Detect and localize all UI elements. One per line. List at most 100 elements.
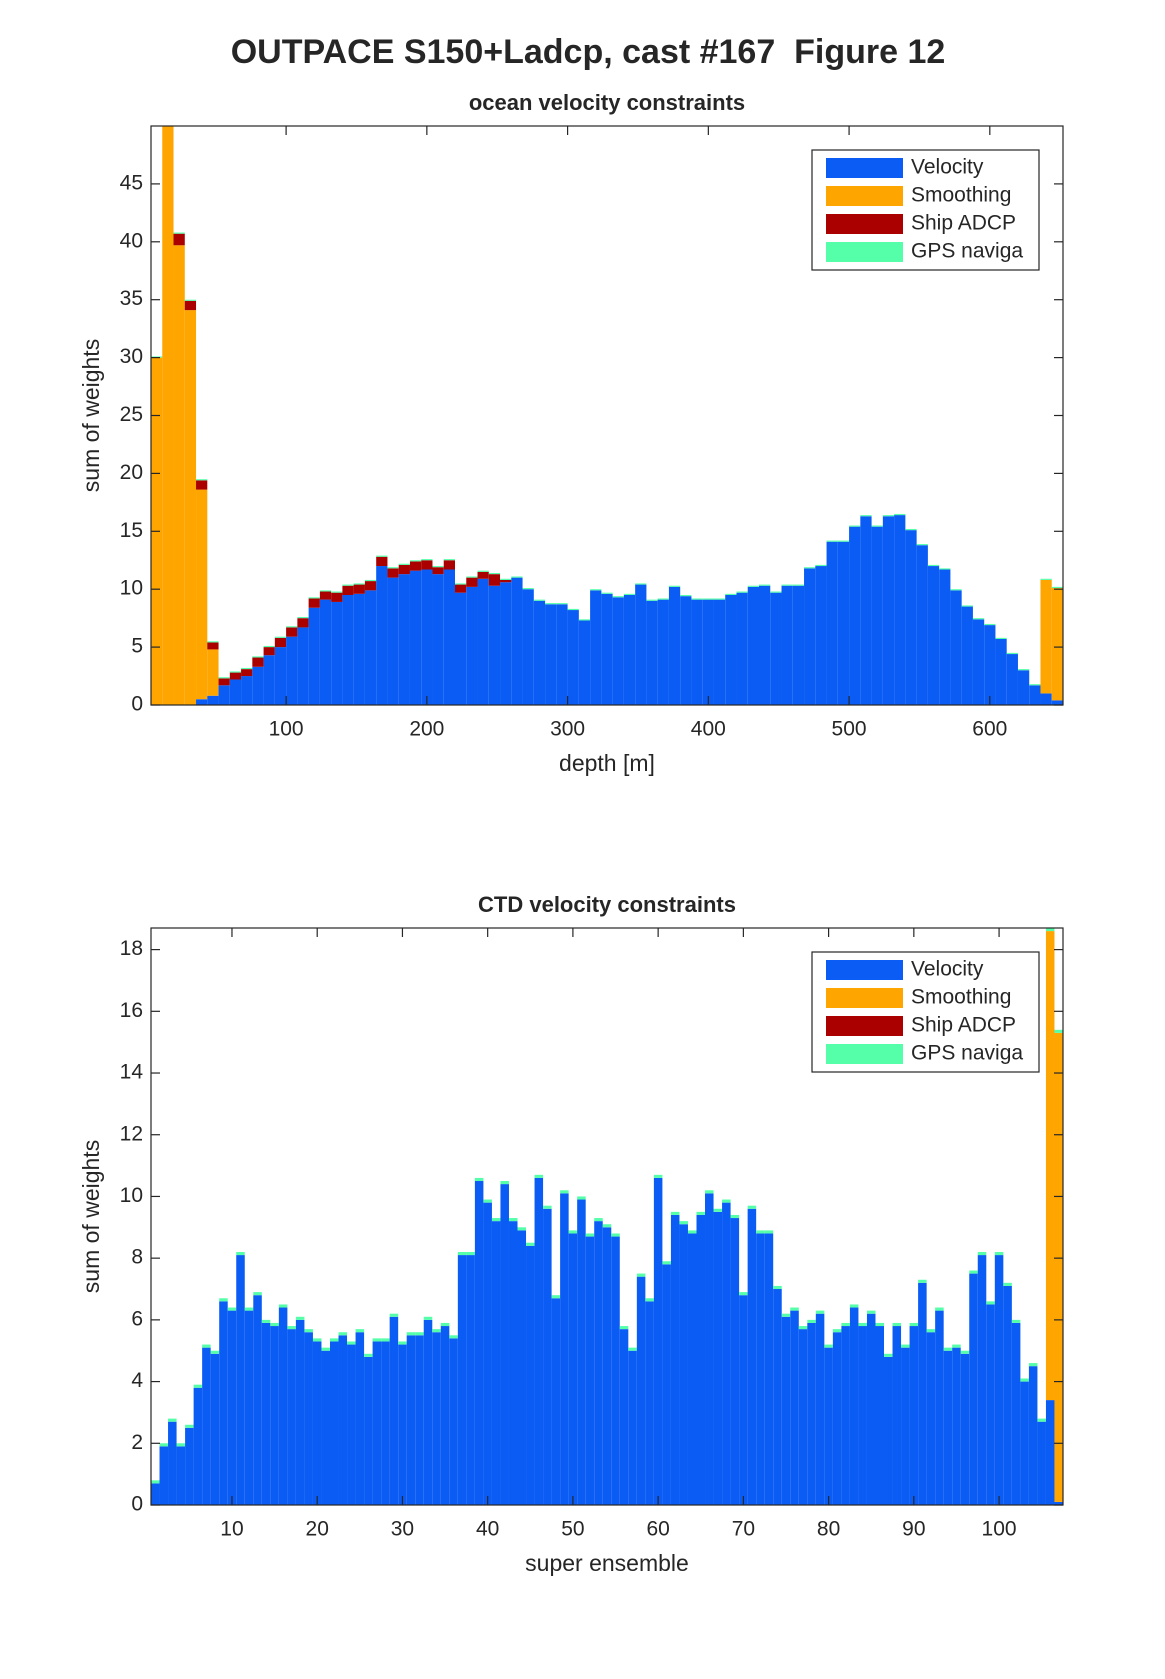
bar-segment [331, 592, 343, 602]
bar-segment [522, 589, 534, 705]
plot-area [151, 928, 1063, 1505]
bar-segment [526, 1245, 535, 1505]
bar-segment [415, 1335, 424, 1505]
bar-segment [815, 1313, 825, 1505]
bar-segment [662, 1264, 671, 1505]
bar-segment [312, 1341, 322, 1505]
bar-segment [202, 1344, 211, 1348]
bar-segment [423, 1316, 433, 1320]
x-tick-label: 10 [220, 1518, 243, 1541]
bar-segment [705, 1190, 714, 1194]
bar-segment [892, 1326, 902, 1505]
bar-segment [331, 601, 343, 705]
bar-segment [421, 560, 433, 570]
bar-segment [449, 1335, 458, 1339]
bar-segment [508, 1221, 518, 1505]
legend-swatch [826, 1016, 903, 1036]
bar-segment [1017, 670, 1030, 705]
y-tick-label: 0 [131, 693, 143, 716]
bar-segment [455, 592, 467, 705]
bar-segment [534, 1177, 544, 1505]
bar-segment [409, 570, 422, 705]
bar-segment [263, 645, 275, 648]
bar-segment [488, 585, 501, 705]
bar-segment [443, 560, 455, 570]
bar-segment [353, 583, 365, 585]
x-tick-label: 30 [391, 1518, 414, 1541]
bar-segment [636, 1276, 646, 1505]
bar-segment [308, 597, 320, 599]
bar-segment [713, 599, 726, 705]
bar-segment [781, 585, 793, 705]
bar-segment [611, 1233, 620, 1237]
bar-segment [826, 541, 838, 705]
bar-segment [668, 586, 681, 705]
bar-segment [196, 479, 208, 481]
bar-segment [747, 1205, 757, 1209]
legend-label: GPS naviga [911, 240, 1023, 263]
bar-segment [826, 540, 838, 542]
bar-segment [241, 669, 253, 677]
x-tick-label: 80 [817, 1518, 840, 1541]
bar-segment [680, 594, 692, 597]
bar-segment [556, 603, 568, 605]
bar-segment [977, 1251, 987, 1256]
bar-segment [815, 1310, 825, 1314]
bar-segment [278, 1307, 288, 1505]
y-axis-label: sum of weights [78, 339, 104, 492]
bar-segment [567, 608, 579, 611]
x-axis-label: super ensemble [525, 1550, 689, 1576]
bar-segment [406, 1335, 416, 1505]
bar-segment [376, 555, 388, 557]
bar-segment [916, 544, 928, 546]
bar-segment [628, 1350, 637, 1505]
bar-segment [364, 1353, 373, 1357]
bar-segment [321, 1347, 330, 1351]
bar-segment [773, 1285, 782, 1290]
bar-segment [1037, 1421, 1046, 1505]
y-tick-label: 0 [131, 1493, 143, 1516]
bar-segment [338, 1335, 348, 1505]
x-tick-label: 50 [561, 1518, 584, 1541]
bar-segment [466, 576, 478, 578]
bar-segment [500, 582, 512, 705]
bar-segment [986, 1301, 995, 1305]
bar-segment [960, 1350, 970, 1354]
bar-segment [568, 1233, 578, 1505]
bar-segment [804, 567, 816, 569]
legend-swatch [826, 158, 903, 178]
bar-segment [950, 590, 962, 705]
bar-segment [952, 1347, 961, 1505]
bar-segment [355, 1329, 365, 1333]
bar-segment [287, 1329, 296, 1505]
bar-segment [918, 1279, 927, 1283]
bar-segment [935, 1310, 944, 1505]
bar-segment [645, 1301, 654, 1505]
bar-segment [807, 1322, 816, 1505]
bar-segment [1051, 588, 1063, 701]
bar-segment [207, 641, 219, 643]
bar-segment [705, 1193, 714, 1505]
bar-segment [691, 599, 703, 705]
bar-segment [860, 515, 872, 517]
bar-segment [278, 1304, 288, 1308]
bar-segment [241, 676, 253, 705]
bar-segment [832, 1329, 842, 1333]
bar-segment [764, 1230, 774, 1234]
bar-segment [474, 1177, 484, 1182]
bar-segment [545, 603, 557, 605]
bar-segment [901, 1344, 910, 1348]
bar-segment [790, 1310, 799, 1505]
bar-segment [884, 1353, 893, 1357]
bar-segment [995, 638, 1007, 705]
bar-segment [927, 564, 940, 567]
bar-segment [331, 591, 343, 593]
bar-segment [1045, 931, 1055, 1401]
bar-segment [308, 598, 320, 608]
bar-segment [1020, 1381, 1029, 1505]
bar-segment [736, 592, 748, 705]
y-tick-label: 15 [120, 519, 143, 542]
bar-segment [409, 561, 422, 571]
bar-segment [421, 569, 433, 705]
bar-segment [950, 589, 962, 591]
